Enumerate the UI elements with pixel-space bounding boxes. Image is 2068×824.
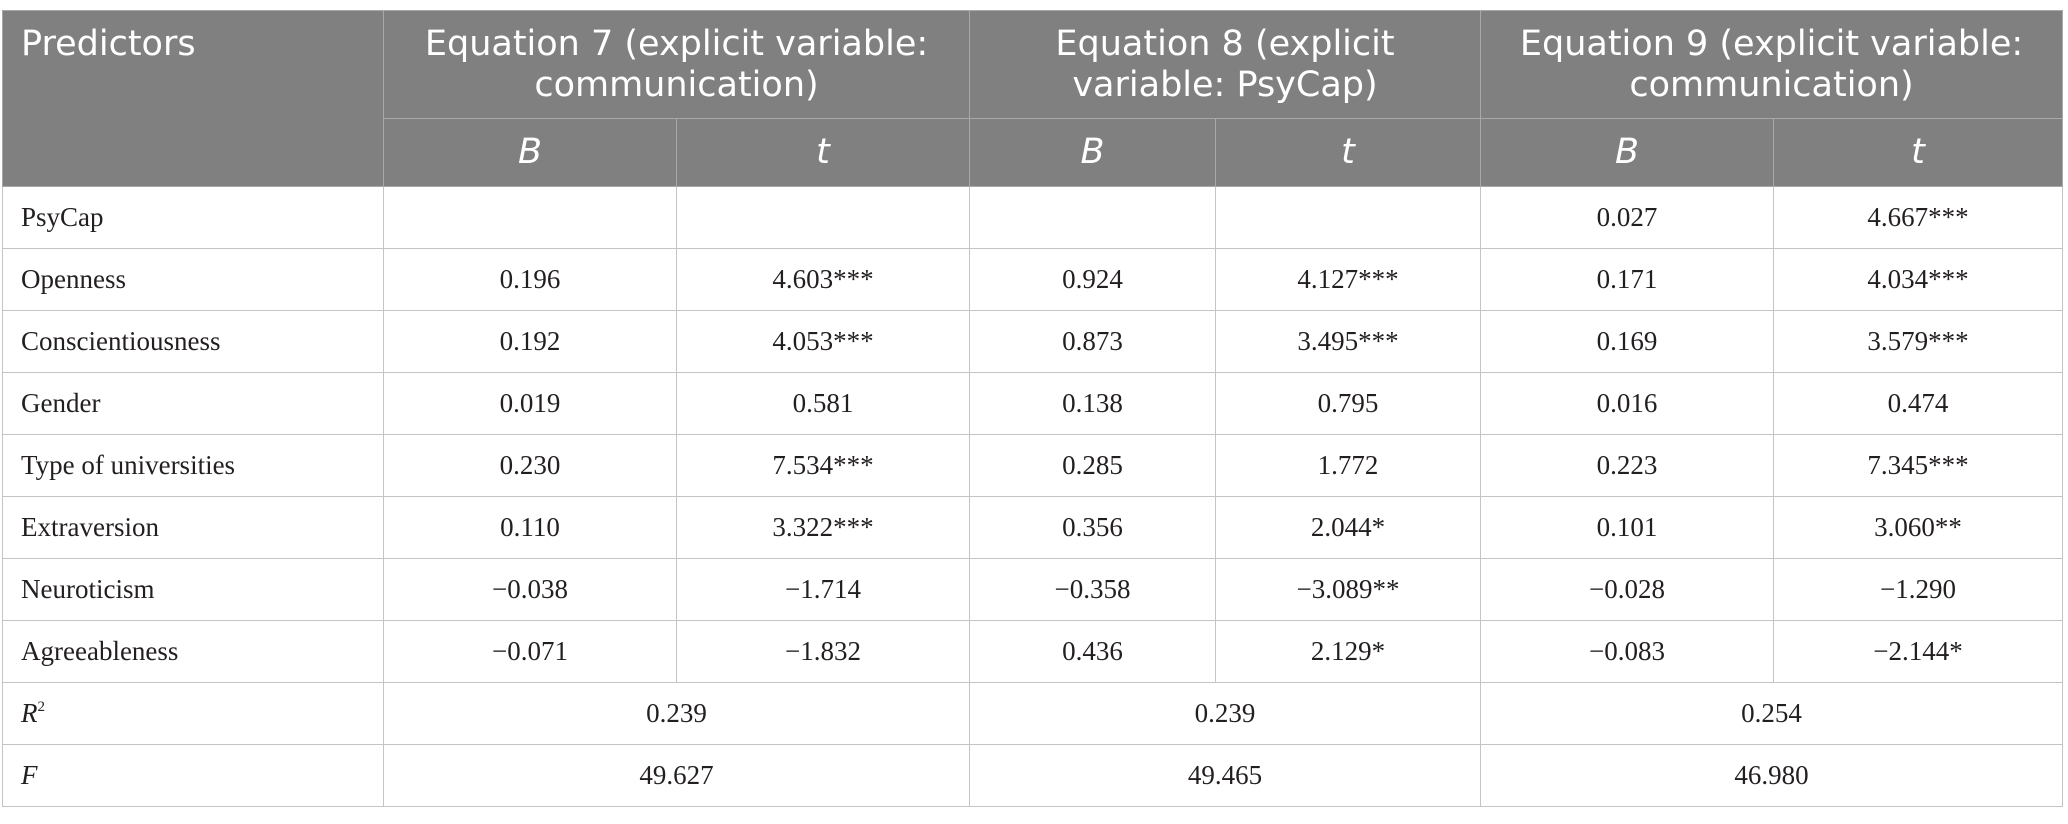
table-row: PsyCap 0.027 4.667*** bbox=[2, 186, 2064, 249]
table-cell: 3.579*** bbox=[1773, 310, 2064, 373]
table-cell: −1.832 bbox=[676, 620, 970, 683]
table-cell: 3.495*** bbox=[1214, 310, 1482, 373]
table-cell: −2.144* bbox=[1773, 620, 2064, 683]
table-cell: 0.795 bbox=[1214, 372, 1482, 435]
equation-7-title-line2: communication) bbox=[534, 64, 819, 105]
table-cell: 0.924 bbox=[969, 248, 1216, 311]
r-squared-equation-7: 0.239 bbox=[383, 682, 970, 745]
table-cell: 0.230 bbox=[383, 434, 677, 497]
equation-8-t-header: t bbox=[1214, 118, 1482, 187]
table-row: Type of universities 0.230 7.534*** 0.28… bbox=[2, 434, 2064, 497]
row-label-conscientiousness: Conscientiousness bbox=[2, 310, 384, 373]
row-label-psycap: PsyCap bbox=[2, 186, 384, 249]
r-squared-symbol: R bbox=[21, 698, 38, 728]
table-cell: 3.060** bbox=[1773, 496, 2064, 559]
equation-9-b-header: B bbox=[1480, 118, 1775, 187]
table-row: Conscientiousness 0.192 4.053*** 0.873 3… bbox=[2, 310, 2064, 373]
table-cell: 2.044* bbox=[1214, 496, 1482, 559]
table-cell: 0.169 bbox=[1480, 310, 1775, 373]
table-row: Openness 0.196 4.603*** 0.924 4.127*** 0… bbox=[2, 248, 2064, 311]
table-cell: 1.772 bbox=[1214, 434, 1482, 497]
row-label-neuroticism: Neuroticism bbox=[2, 558, 384, 621]
equation-8-header: Equation 8 (explicit variable: PsyCap) bbox=[968, 10, 1482, 119]
table-cell: 0.171 bbox=[1480, 248, 1775, 311]
table-cell: 0.474 bbox=[1773, 372, 2064, 435]
row-label-extraversion: Extraversion bbox=[2, 496, 384, 559]
header-row-equations: Predictors Equation 7 (explicit variable… bbox=[2, 10, 2064, 187]
f-equation-7: 49.627 bbox=[383, 744, 970, 807]
table-row: Agreeableness −0.071 −1.832 0.436 2.129*… bbox=[2, 620, 2064, 683]
table-header: Predictors Equation 7 (explicit variable… bbox=[2, 10, 2064, 187]
table-cell: 0.356 bbox=[969, 496, 1216, 559]
table-cell bbox=[676, 186, 970, 249]
equation-9-t-header: t bbox=[1773, 118, 2064, 187]
table-cell: 3.322*** bbox=[676, 496, 970, 559]
table-cell bbox=[969, 186, 1216, 249]
table-cell: 0.027 bbox=[1480, 186, 1775, 249]
equation-7-header: Equation 7 (explicit variable: communica… bbox=[383, 10, 970, 119]
table-cell: 4.603*** bbox=[676, 248, 970, 311]
table-cell: 4.034*** bbox=[1773, 248, 2064, 311]
table-cell bbox=[1214, 186, 1482, 249]
table-cell: −3.089** bbox=[1214, 558, 1482, 621]
table-cell: −0.028 bbox=[1480, 558, 1775, 621]
table-row-r-squared: R2 0.239 0.239 0.254 bbox=[2, 682, 2064, 745]
table-cell: −1.290 bbox=[1773, 558, 2064, 621]
table-cell: 0.285 bbox=[969, 434, 1216, 497]
table-row: Gender 0.019 0.581 0.138 0.795 0.016 0.4… bbox=[2, 372, 2064, 435]
equation-8-title-line2: variable: PsyCap) bbox=[1072, 64, 1378, 105]
predictors-header: Predictors bbox=[2, 10, 384, 187]
table-cell: 0.873 bbox=[969, 310, 1216, 373]
row-label-openness: Openness bbox=[2, 248, 384, 311]
table-cell: −0.083 bbox=[1480, 620, 1775, 683]
row-label-f: F bbox=[2, 744, 384, 807]
table-row: Neuroticism −0.038 −1.714 −0.358 −3.089*… bbox=[2, 558, 2064, 621]
equation-7-t-header: t bbox=[676, 118, 970, 187]
table-cell: 0.019 bbox=[383, 372, 677, 435]
f-symbol: F bbox=[21, 760, 38, 790]
table-row: Extraversion 0.110 3.322*** 0.356 2.044*… bbox=[2, 496, 2064, 559]
header-row-coefficients: B t B t B t bbox=[3, 118, 2064, 187]
table-cell: 2.129* bbox=[1214, 620, 1482, 683]
f-equation-8: 49.465 bbox=[968, 744, 1482, 807]
table-cell: 0.110 bbox=[383, 496, 677, 559]
table-cell: 0.581 bbox=[676, 372, 970, 435]
equation-8-title-line1: Equation 8 (explicit bbox=[1055, 23, 1395, 64]
table-cell: 0.192 bbox=[383, 310, 677, 373]
table-cell: −0.358 bbox=[969, 558, 1216, 621]
row-label-type-of-universities: Type of universities bbox=[2, 434, 384, 497]
row-label-agreeableness: Agreeableness bbox=[2, 620, 384, 683]
table-cell: 0.223 bbox=[1480, 434, 1775, 497]
equation-9-header: Equation 9 (explicit variable: communica… bbox=[1480, 10, 2064, 119]
table-cell bbox=[383, 186, 677, 249]
f-equation-9: 46.980 bbox=[1480, 744, 2064, 807]
table-cell: 7.345*** bbox=[1773, 434, 2064, 497]
table-cell: 0.138 bbox=[969, 372, 1216, 435]
row-label-gender: Gender bbox=[2, 372, 384, 435]
table-cell: 4.667*** bbox=[1773, 186, 2064, 249]
equation-8-b-header: B bbox=[969, 118, 1216, 187]
table-cell: 0.436 bbox=[969, 620, 1216, 683]
row-label-r-squared: R2 bbox=[2, 682, 384, 745]
regression-table: Predictors Equation 7 (explicit variable… bbox=[2, 10, 2064, 807]
table-body: PsyCap 0.027 4.667*** Openness 0.196 4.6… bbox=[2, 186, 2064, 807]
table-cell: 7.534*** bbox=[676, 434, 970, 497]
table-row-f-statistic: F 49.627 49.465 46.980 bbox=[2, 744, 2064, 807]
table-cell: 0.196 bbox=[383, 248, 677, 311]
r-squared-equation-9: 0.254 bbox=[1480, 682, 2064, 745]
table-cell: −0.038 bbox=[383, 558, 677, 621]
r-squared-superscript: 2 bbox=[37, 699, 46, 715]
table-cell: −1.714 bbox=[676, 558, 970, 621]
equation-7-title-line1: Equation 7 (explicit variable: bbox=[424, 23, 929, 64]
equation-7-b-header: B bbox=[383, 118, 677, 187]
table-cell: 4.053*** bbox=[676, 310, 970, 373]
r-squared-equation-8: 0.239 bbox=[968, 682, 1482, 745]
table-cell: 0.016 bbox=[1480, 372, 1775, 435]
table-cell: 4.127*** bbox=[1214, 248, 1482, 311]
table-cell: 0.101 bbox=[1480, 496, 1775, 559]
equation-9-title-line1: Equation 9 (explicit variable: bbox=[1519, 23, 2024, 64]
table-cell: −0.071 bbox=[383, 620, 677, 683]
equation-9-title-line2: communication) bbox=[1629, 64, 1914, 105]
